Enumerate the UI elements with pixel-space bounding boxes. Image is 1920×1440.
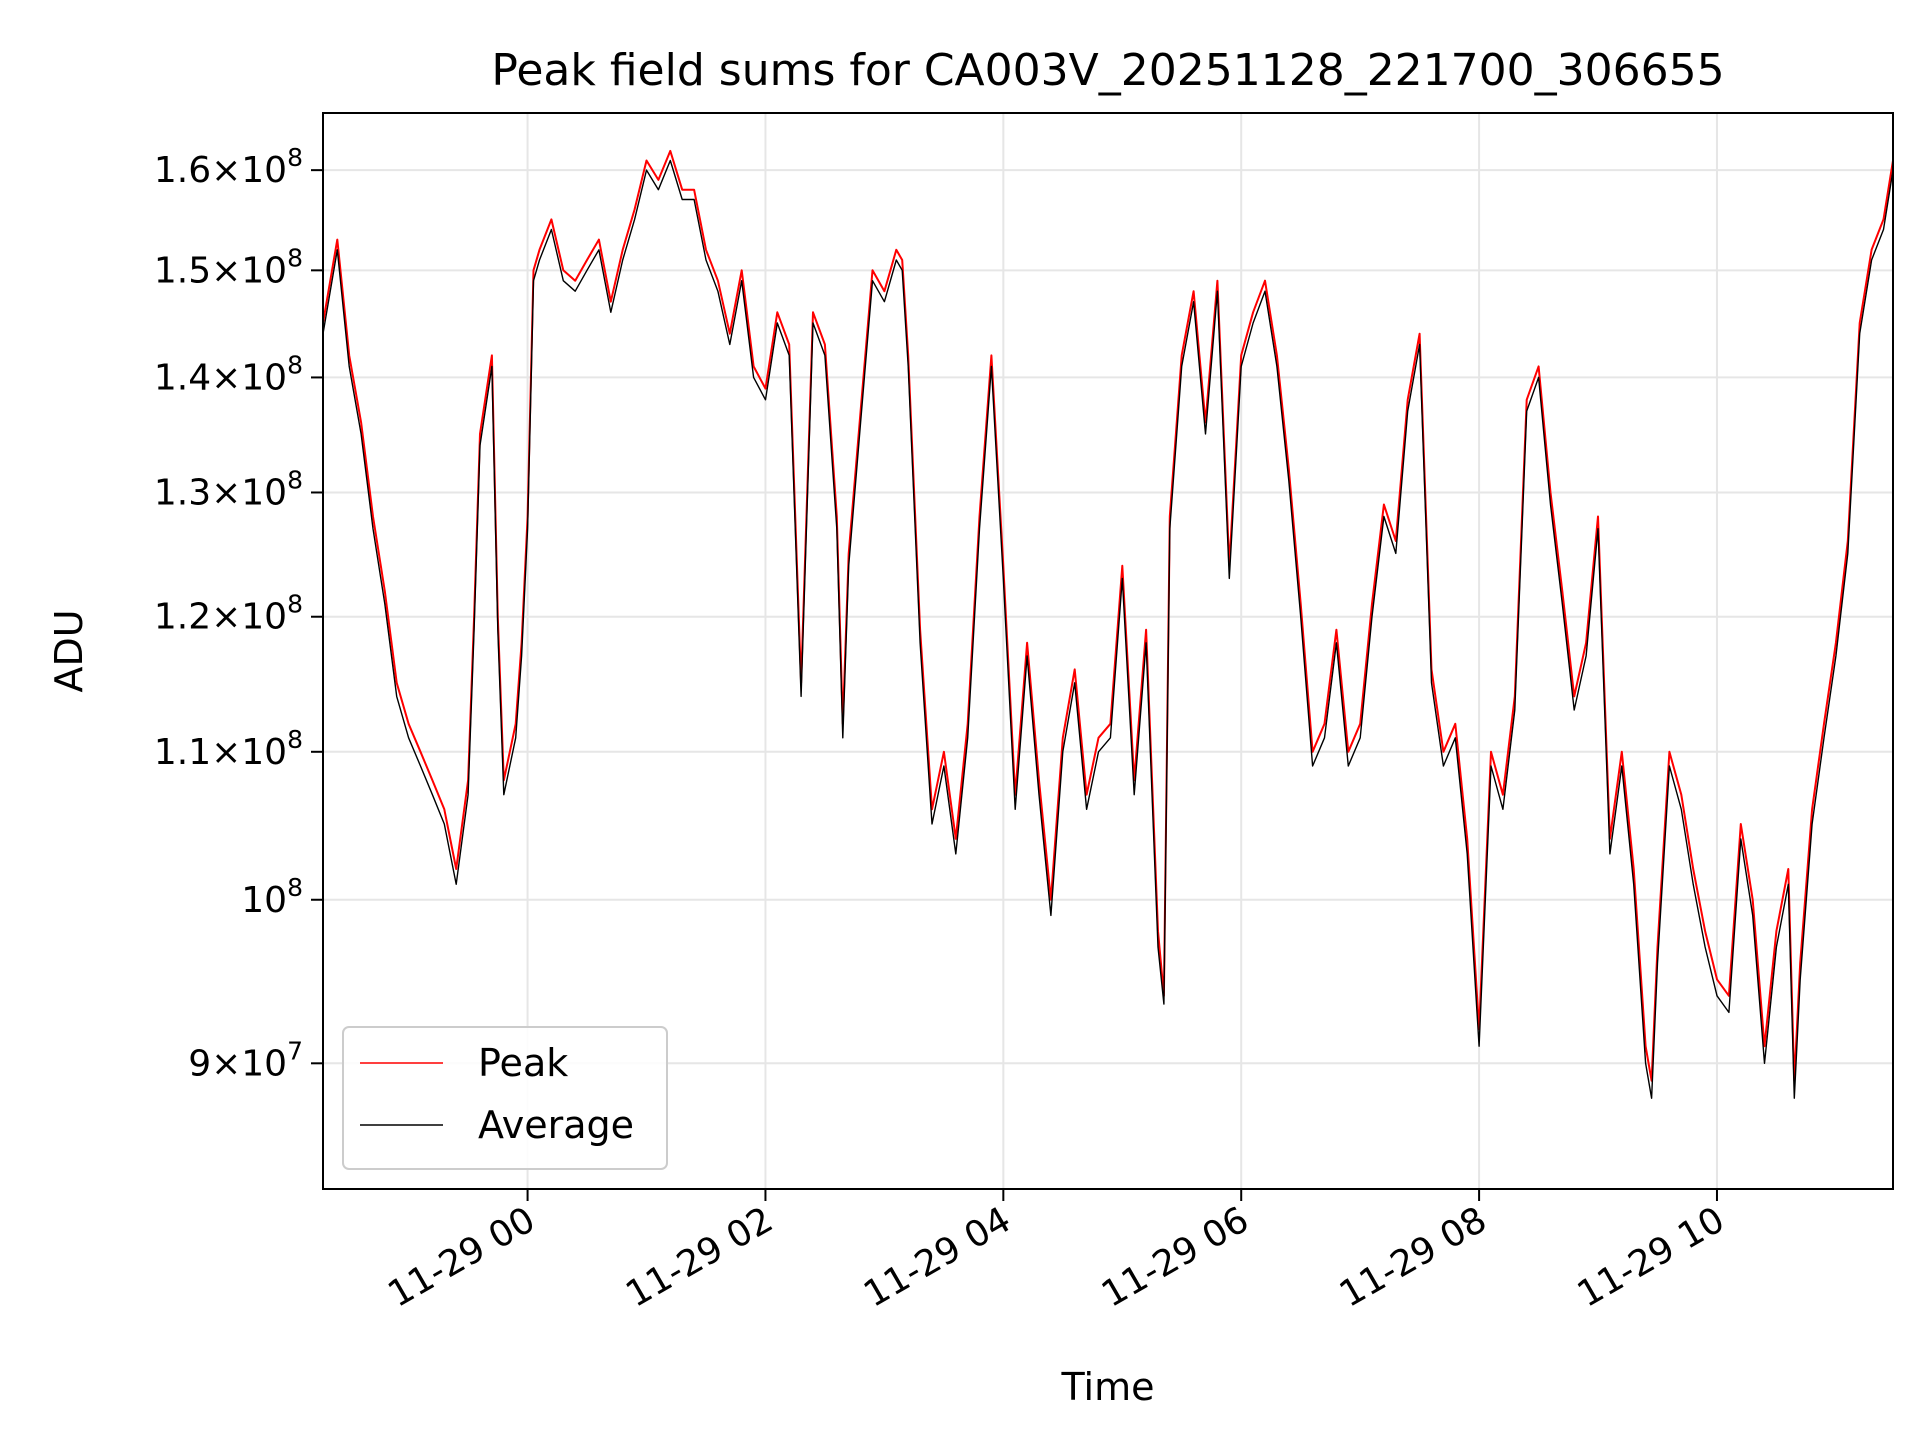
y-tick-label: 1.6×108	[154, 143, 303, 191]
y-tick-label: 1.3×108	[154, 465, 303, 513]
y-axis-ticks: 9×107 108 1.1×108 1.2×108 1.3×108 1.4×108 1.5×…	[154, 143, 323, 1084]
legend: Peak Average	[342, 1026, 668, 1170]
legend-label-average: Average	[478, 1103, 634, 1147]
plot-frame	[322, 112, 1894, 1190]
y-tick-label: 1.4×108	[154, 350, 303, 398]
y-tick-label: 1.5×108	[154, 243, 303, 291]
x-axis-label: Time	[1061, 1365, 1155, 1409]
series-lines	[322, 149, 1894, 1099]
y-tick-label: 108	[241, 873, 303, 921]
y-tick-label: 1.1×108	[154, 725, 303, 773]
y-axis-label: ADU	[47, 609, 91, 692]
chart-title: Peak field sums for CA003V_20251128_2217…	[491, 45, 1724, 96]
series-line-average	[322, 159, 1894, 1099]
grid	[323, 113, 1893, 1189]
series-line-peak	[322, 149, 1894, 1082]
y-tick-label: 1.2×108	[154, 590, 303, 638]
legend-label-peak: Peak	[478, 1041, 568, 1085]
y-tick-label: 9×107	[188, 1036, 303, 1084]
